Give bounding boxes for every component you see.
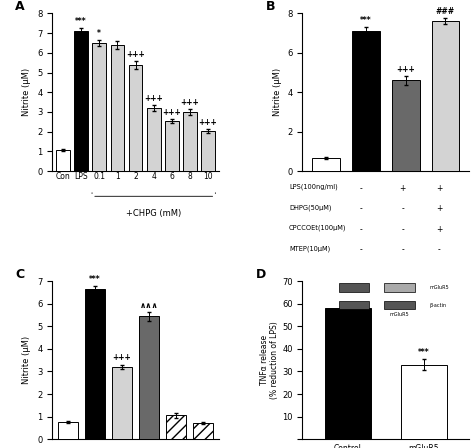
- Y-axis label: TNFα release
(% reduction of LPS): TNFα release (% reduction of LPS): [260, 321, 279, 399]
- Text: +++: +++: [181, 98, 200, 107]
- Y-axis label: Nitrite (μM): Nitrite (μM): [22, 336, 31, 384]
- Bar: [352, 31, 380, 171]
- Bar: [74, 31, 88, 171]
- Text: ∧∧∧: ∧∧∧: [140, 301, 158, 310]
- Bar: [58, 422, 78, 439]
- Text: +++: +++: [144, 94, 163, 103]
- Text: -: -: [359, 184, 362, 193]
- Text: CPCCOEt(100μM): CPCCOEt(100μM): [289, 224, 346, 231]
- Text: LPS(100ng/ml): LPS(100ng/ml): [289, 184, 338, 190]
- Text: +++: +++: [126, 50, 145, 59]
- Bar: [201, 131, 215, 171]
- Text: +++: +++: [199, 118, 218, 127]
- Text: -: -: [401, 204, 404, 213]
- Text: D: D: [255, 268, 266, 281]
- Bar: [431, 22, 459, 171]
- Bar: [325, 308, 371, 439]
- Text: -: -: [401, 245, 404, 254]
- Text: *: *: [97, 29, 101, 38]
- Bar: [165, 121, 179, 171]
- Bar: [312, 158, 340, 171]
- Text: +CHPG (mM): +CHPG (mM): [126, 209, 182, 218]
- Text: ***: ***: [360, 16, 372, 25]
- Text: +++: +++: [163, 108, 181, 117]
- Y-axis label: Nitrite (μM): Nitrite (μM): [273, 68, 282, 116]
- Text: -: -: [359, 245, 362, 254]
- Bar: [401, 365, 447, 439]
- Text: DHPG(50μM): DHPG(50μM): [289, 204, 332, 211]
- Text: ###: ###: [436, 8, 455, 17]
- Text: B: B: [266, 0, 275, 13]
- Bar: [392, 81, 419, 171]
- Text: ***: ***: [418, 348, 429, 357]
- Bar: [85, 289, 105, 439]
- Text: +++: +++: [396, 65, 415, 73]
- Bar: [56, 151, 70, 171]
- Text: +: +: [436, 224, 442, 234]
- Text: MTEP(10μM): MTEP(10μM): [289, 245, 330, 252]
- Text: -: -: [359, 224, 362, 234]
- Bar: [139, 316, 159, 439]
- Bar: [110, 45, 124, 171]
- Text: -: -: [359, 204, 362, 213]
- Bar: [147, 108, 161, 171]
- Bar: [193, 423, 213, 439]
- Bar: [183, 112, 197, 171]
- Text: +: +: [436, 204, 442, 213]
- Text: ***: ***: [90, 275, 101, 284]
- Bar: [166, 415, 186, 439]
- Text: -: -: [438, 245, 441, 254]
- Y-axis label: Nitrite (μM): Nitrite (μM): [22, 68, 31, 116]
- Text: A: A: [16, 0, 25, 13]
- Text: +: +: [436, 184, 442, 193]
- Bar: [129, 65, 142, 171]
- Text: -: -: [401, 224, 404, 234]
- Bar: [112, 367, 132, 439]
- Text: ***: ***: [75, 17, 87, 26]
- Text: C: C: [16, 268, 25, 281]
- Bar: [92, 43, 106, 171]
- Text: +: +: [399, 184, 406, 193]
- Text: +++: +++: [113, 353, 131, 362]
